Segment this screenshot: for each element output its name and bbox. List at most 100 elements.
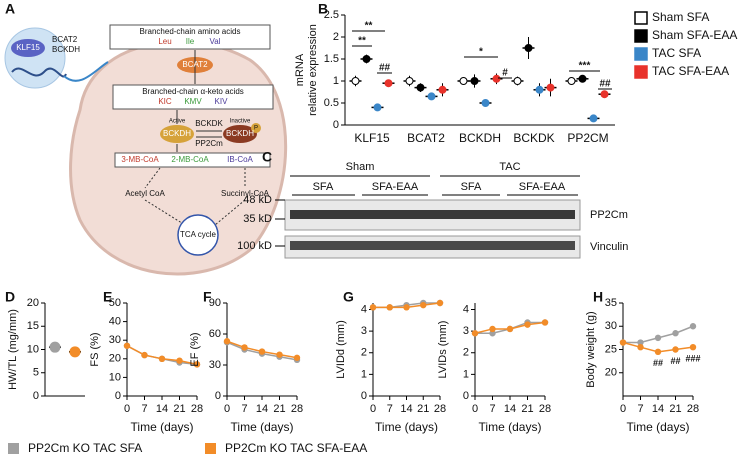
y-tick-label: 20 [27,297,39,309]
x-tick-label: 21 [521,403,533,415]
y-axis-label: relative expression [307,24,319,116]
dot [481,99,490,107]
point [241,344,248,351]
node-label: PP2Cm [195,139,223,148]
node-label: BCKDH [52,45,80,54]
y-tick-label: 90 [209,297,221,309]
y-tick-label: 30 [605,320,617,332]
marker-label: 35 kD [243,213,272,225]
y-tick-label: 3 [361,325,367,337]
x-tick-label: 7 [489,403,495,415]
point [193,361,201,368]
x-tick-label: 7 [637,403,643,415]
dot [459,77,468,85]
point [176,357,183,364]
dot [492,74,501,83]
y-tick-label: 2 [333,31,339,43]
dot [589,114,598,123]
sig-label: ** [365,21,373,32]
protein-label: Vinculin [590,241,628,253]
sig-label: ### [685,354,700,364]
y-tick-label: 2.5 [324,9,339,21]
x-tick-label: 28 [434,403,446,415]
x-axis-label: Time (days) [627,420,690,434]
dna [11,67,67,78]
dot [384,79,393,88]
y-tick-label: 20 [109,353,121,365]
y-tick-label: 20 [605,367,617,379]
node-label: BCAT2 [182,60,208,69]
band [290,210,575,219]
y-axis-label: LVIDs (mm) [437,321,449,379]
marker-label: 100 kD [237,240,272,252]
y-tick-label: 0 [215,390,221,402]
point [293,354,301,361]
dot [546,83,555,92]
klf15-shape [11,39,45,57]
node-label: Val [210,37,221,46]
y-tick-label: 0 [333,119,339,131]
box [114,152,271,168]
band [290,241,575,250]
x-tick-label: 7 [387,403,393,415]
node-label: BCKDH [163,129,191,138]
x-tick-label: 14 [256,403,268,415]
x-tick-label: 14 [652,403,664,415]
arrow [144,167,161,189]
x-tick-label: 21 [417,403,429,415]
y-tick-label: 0 [361,390,367,402]
y-tick-label: 1 [463,368,469,380]
point [619,339,627,346]
arrow [63,61,109,82]
node-label: BCKDK [195,119,223,128]
lane-label: SFA-EAA [372,181,419,193]
legend-swatch [8,443,19,454]
x-tick-label: BCKDK [513,131,554,145]
marker-label: 48 kD [243,194,272,206]
x-tick-label: 14 [156,403,168,415]
sig-label: ** [358,36,366,47]
x-tick-label: 21 [273,403,285,415]
x-tick-label: 7 [141,403,147,415]
panel-label: G [343,289,354,305]
y-tick-label: 50 [109,297,121,309]
y-tick-label: 0.5 [324,97,339,109]
x-tick-label: 21 [669,403,681,415]
x-tick-label: 7 [241,403,247,415]
dot [600,90,609,99]
x-axis-label: Time (days) [231,420,294,434]
blot [275,175,581,259]
y-axis-label: FS (%) [89,332,101,366]
legend-label: TAC SFA-EAA [652,64,729,78]
y-tick-label: 4 [361,303,367,315]
y-tick-label: 60 [209,328,221,340]
phospho-shape [251,123,261,133]
lane-label: SFA [313,181,334,193]
point [541,319,549,326]
legend-label: TAC SFA [652,46,701,60]
enzyme-shape [223,125,257,143]
dot [405,77,414,85]
dot [362,55,371,63]
dot [535,85,544,94]
diagram [4,24,288,276]
panel-label: B [318,1,328,17]
y-axis-label: Body weight (g) [585,311,597,387]
y-tick-label: 1.5 [324,53,339,65]
x-tick-label: 0 [472,403,478,415]
box [112,84,274,110]
node-label: P [254,126,258,132]
node-label: 3-MB-CoA [121,155,159,164]
point [689,323,697,330]
dot [578,74,587,83]
y-tick-label: 10 [27,343,39,355]
point [141,351,148,359]
legend-label: PP2Cm KO TAC SFA-EAA [225,441,367,455]
x-tick-label: 0 [124,403,130,415]
legend-label: PP2Cm KO TAC SFA [28,441,142,455]
point [672,330,679,337]
x-tick-label: 28 [291,403,303,415]
point [158,355,166,362]
legend-swatch [634,29,648,43]
dot [373,103,382,112]
